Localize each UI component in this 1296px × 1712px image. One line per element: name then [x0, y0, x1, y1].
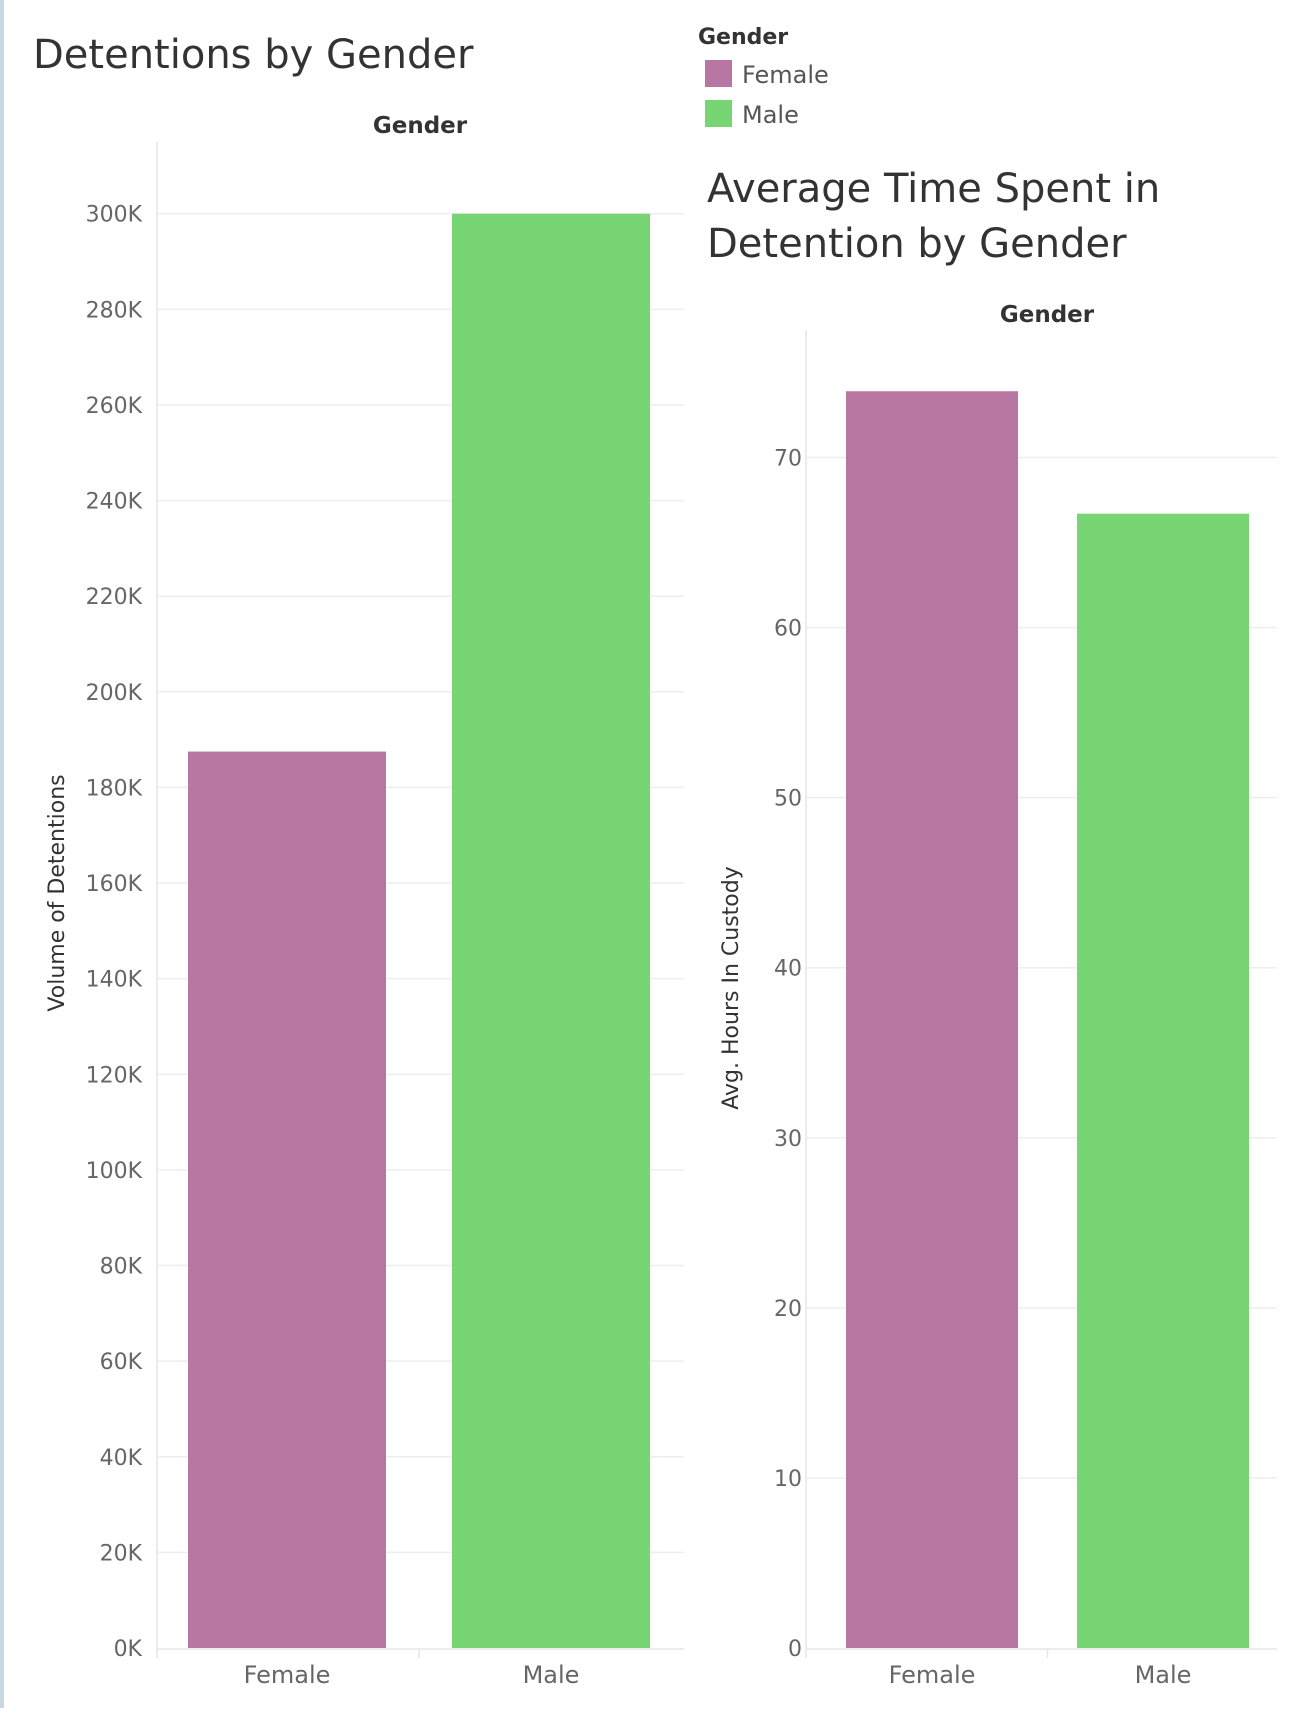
plot-frame — [156, 142, 684, 1658]
chart-title: Detentions by Gender — [33, 32, 474, 78]
legend-label-male: Male — [742, 101, 799, 129]
legend-item-female[interactable]: Female — [705, 60, 829, 89]
column-header: Gender — [373, 113, 468, 139]
y-axis-ticks: 0K 20K 40K 60K 80K 100K 120K 140K 160K 180K 200K 22… — [86, 203, 143, 1662]
color-legend: Gender Female Male — [698, 25, 829, 129]
bar-male[interactable] — [452, 213, 650, 1649]
legend-label-female: Female — [742, 61, 829, 89]
detentions-chart: Detentions by Gender Gender Volume of De… — [33, 32, 684, 1689]
legend-item-male[interactable]: Male — [705, 100, 799, 129]
x-category-label-female: Female — [889, 1661, 976, 1689]
y-tick-label: 20K — [100, 1541, 143, 1566]
y-tick-label: 120K — [86, 1063, 143, 1088]
x-axis-categories: Female Male — [244, 1661, 580, 1689]
y-tick-label: 260K — [86, 394, 143, 419]
plot-frame — [805, 330, 1277, 1658]
bars — [188, 213, 650, 1649]
y-tick-label: 40K — [100, 1446, 143, 1471]
avg-time-chart: Average Time Spent in Detention by Gende… — [707, 166, 1277, 1689]
chart-title-line-1: Average Time Spent in — [707, 166, 1160, 212]
y-tick-label: 280K — [86, 298, 143, 323]
y-tick-label: 20 — [774, 1297, 802, 1322]
x-axis-categories: Female Male — [889, 1661, 1192, 1689]
y-tick-label: 30 — [774, 1127, 802, 1152]
y-tick-label: 60K — [100, 1350, 143, 1375]
y-axis-ticks: 0 10 20 30 40 50 60 70 — [774, 447, 802, 1662]
y-tick-label: 300K — [86, 203, 143, 228]
bar-male[interactable] — [1077, 513, 1249, 1648]
left-edge-border — [0, 0, 4, 1708]
y-tick-label: 60 — [774, 617, 802, 642]
y-tick-label: 10 — [774, 1467, 802, 1492]
y-axis-title: Volume of Detentions — [45, 774, 70, 1011]
y-tick-label: 220K — [86, 585, 143, 610]
y-tick-label: 0K — [114, 1637, 143, 1662]
y-tick-label: 100K — [86, 1159, 143, 1184]
x-category-label-male: Male — [523, 1661, 580, 1689]
bars — [846, 391, 1249, 1648]
bar-female[interactable] — [846, 391, 1018, 1648]
y-tick-label: 180K — [86, 776, 143, 801]
legend-title: Gender — [698, 25, 788, 50]
y-tick-label: 200K — [86, 681, 143, 706]
y-tick-label: 140K — [86, 968, 143, 993]
legend-swatch-male — [705, 100, 732, 127]
bar-female[interactable] — [188, 751, 386, 1648]
y-tick-label: 0 — [788, 1637, 802, 1662]
y-tick-label: 40 — [774, 957, 802, 982]
y-axis-title: Avg. Hours In Custody — [719, 866, 744, 1109]
x-category-label-female: Female — [244, 1661, 331, 1689]
y-tick-label: 240K — [86, 490, 143, 515]
chart-title-line-2: Detention by Gender — [707, 221, 1127, 267]
y-tick-label: 50 — [774, 787, 802, 812]
legend-swatch-female — [705, 60, 732, 87]
y-tick-label: 160K — [86, 872, 143, 897]
y-tick-label: 80K — [100, 1255, 143, 1280]
x-category-label-male: Male — [1135, 1661, 1192, 1689]
column-header: Gender — [1000, 302, 1095, 328]
y-tick-label: 70 — [774, 447, 802, 472]
